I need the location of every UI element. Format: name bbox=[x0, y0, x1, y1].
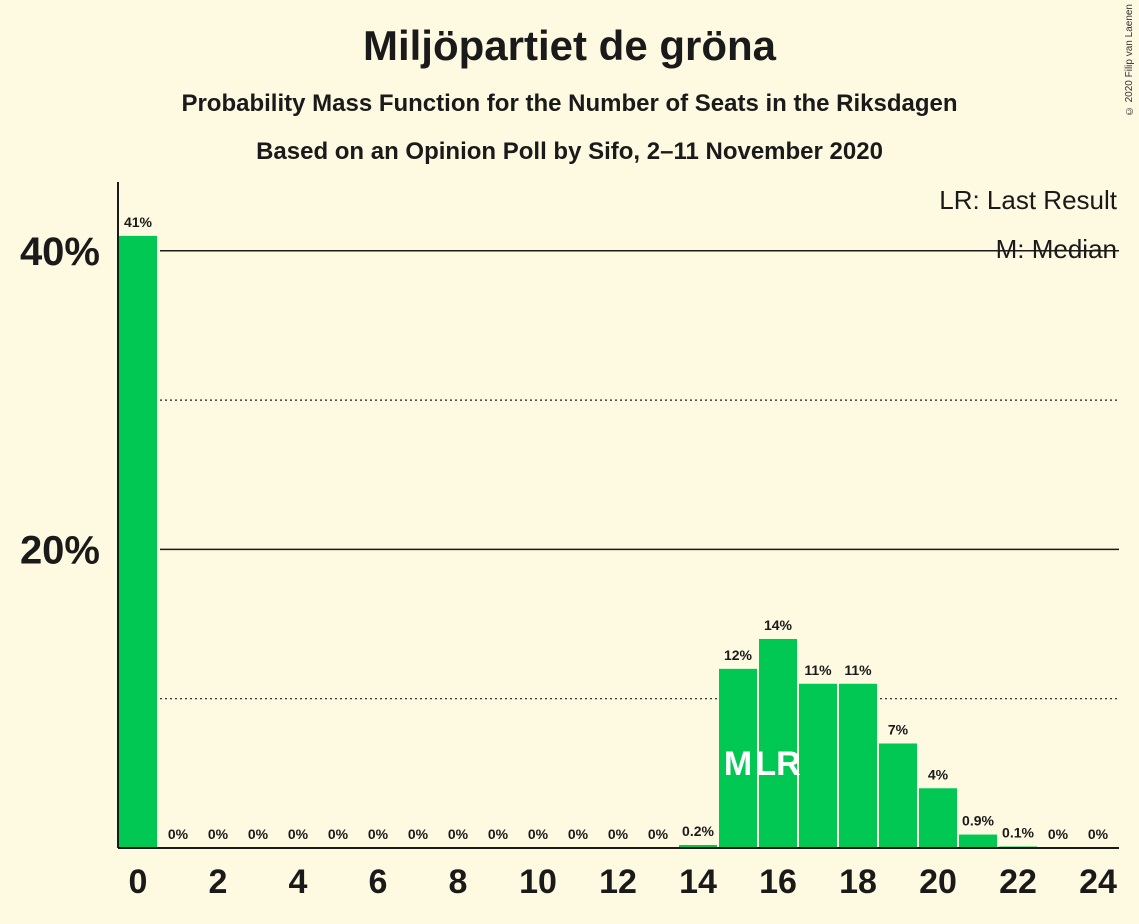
bar-value-label: 0% bbox=[168, 826, 189, 842]
bar bbox=[719, 668, 757, 848]
x-tick-label: 10 bbox=[519, 863, 557, 901]
bar-value-label: 11% bbox=[844, 662, 872, 678]
x-tick-label: 4 bbox=[289, 863, 308, 901]
bar-value-label: 0% bbox=[248, 826, 269, 842]
x-tick-label: 24 bbox=[1079, 863, 1117, 901]
bar-value-label: 0% bbox=[328, 826, 349, 842]
x-tick-label: 12 bbox=[599, 863, 637, 901]
x-tick-label: 22 bbox=[999, 863, 1037, 901]
y-tick-label: 20% bbox=[20, 528, 100, 572]
bar-value-label: 0.2% bbox=[682, 823, 714, 839]
bar bbox=[679, 845, 717, 848]
bar-value-label: 0% bbox=[408, 826, 429, 842]
bar-marker-lr: LR bbox=[755, 745, 800, 783]
bar bbox=[919, 788, 957, 848]
bar-value-label: 0.9% bbox=[962, 813, 994, 829]
chart-subtitle: Probability Mass Function for the Number… bbox=[181, 90, 958, 117]
bar-value-label: 7% bbox=[888, 721, 909, 737]
x-tick-label: 8 bbox=[449, 863, 468, 901]
legend-median: M: Median bbox=[996, 234, 1117, 264]
bar-marker-m: M bbox=[724, 745, 752, 783]
x-tick-label: 6 bbox=[369, 863, 388, 901]
legend-last-result: LR: Last Result bbox=[939, 185, 1118, 215]
x-tick-label: 0 bbox=[129, 863, 148, 901]
bar-value-label: 0% bbox=[648, 826, 669, 842]
bar-value-label: 4% bbox=[928, 766, 949, 782]
bar-value-label: 0% bbox=[528, 826, 549, 842]
bar-value-label: 0.1% bbox=[1002, 825, 1034, 841]
x-tick-label: 20 bbox=[919, 863, 957, 901]
x-tick-label: 2 bbox=[209, 863, 228, 901]
x-tick-label: 14 bbox=[679, 863, 717, 901]
chart-source: Based on an Opinion Poll by Sifo, 2–11 N… bbox=[256, 138, 883, 165]
bar-value-label: 12% bbox=[724, 647, 753, 663]
bar bbox=[839, 683, 877, 848]
bar-value-label: 14% bbox=[764, 617, 793, 633]
bar-value-label: 0% bbox=[448, 826, 469, 842]
bar-value-label: 0% bbox=[1088, 826, 1109, 842]
bar-value-label: 0% bbox=[208, 826, 229, 842]
bar-value-label: 0% bbox=[1048, 826, 1069, 842]
bar-value-label: 0% bbox=[368, 826, 389, 842]
bar-value-label: 41% bbox=[124, 214, 153, 230]
bar-value-label: 0% bbox=[288, 826, 309, 842]
bar-value-label: 11% bbox=[804, 662, 832, 678]
bar bbox=[799, 683, 837, 848]
bar bbox=[879, 743, 917, 848]
y-tick-label: 40% bbox=[20, 230, 100, 274]
x-tick-label: 18 bbox=[839, 863, 877, 901]
bar-value-label: 0% bbox=[608, 826, 629, 842]
bar bbox=[759, 638, 797, 848]
bar bbox=[119, 235, 157, 848]
bar-value-label: 0% bbox=[568, 826, 589, 842]
chart-title: Miljöpartiet de gröna bbox=[362, 22, 777, 69]
x-tick-label: 16 bbox=[759, 863, 797, 901]
bar bbox=[959, 834, 997, 848]
bar-value-label: 0% bbox=[488, 826, 509, 842]
